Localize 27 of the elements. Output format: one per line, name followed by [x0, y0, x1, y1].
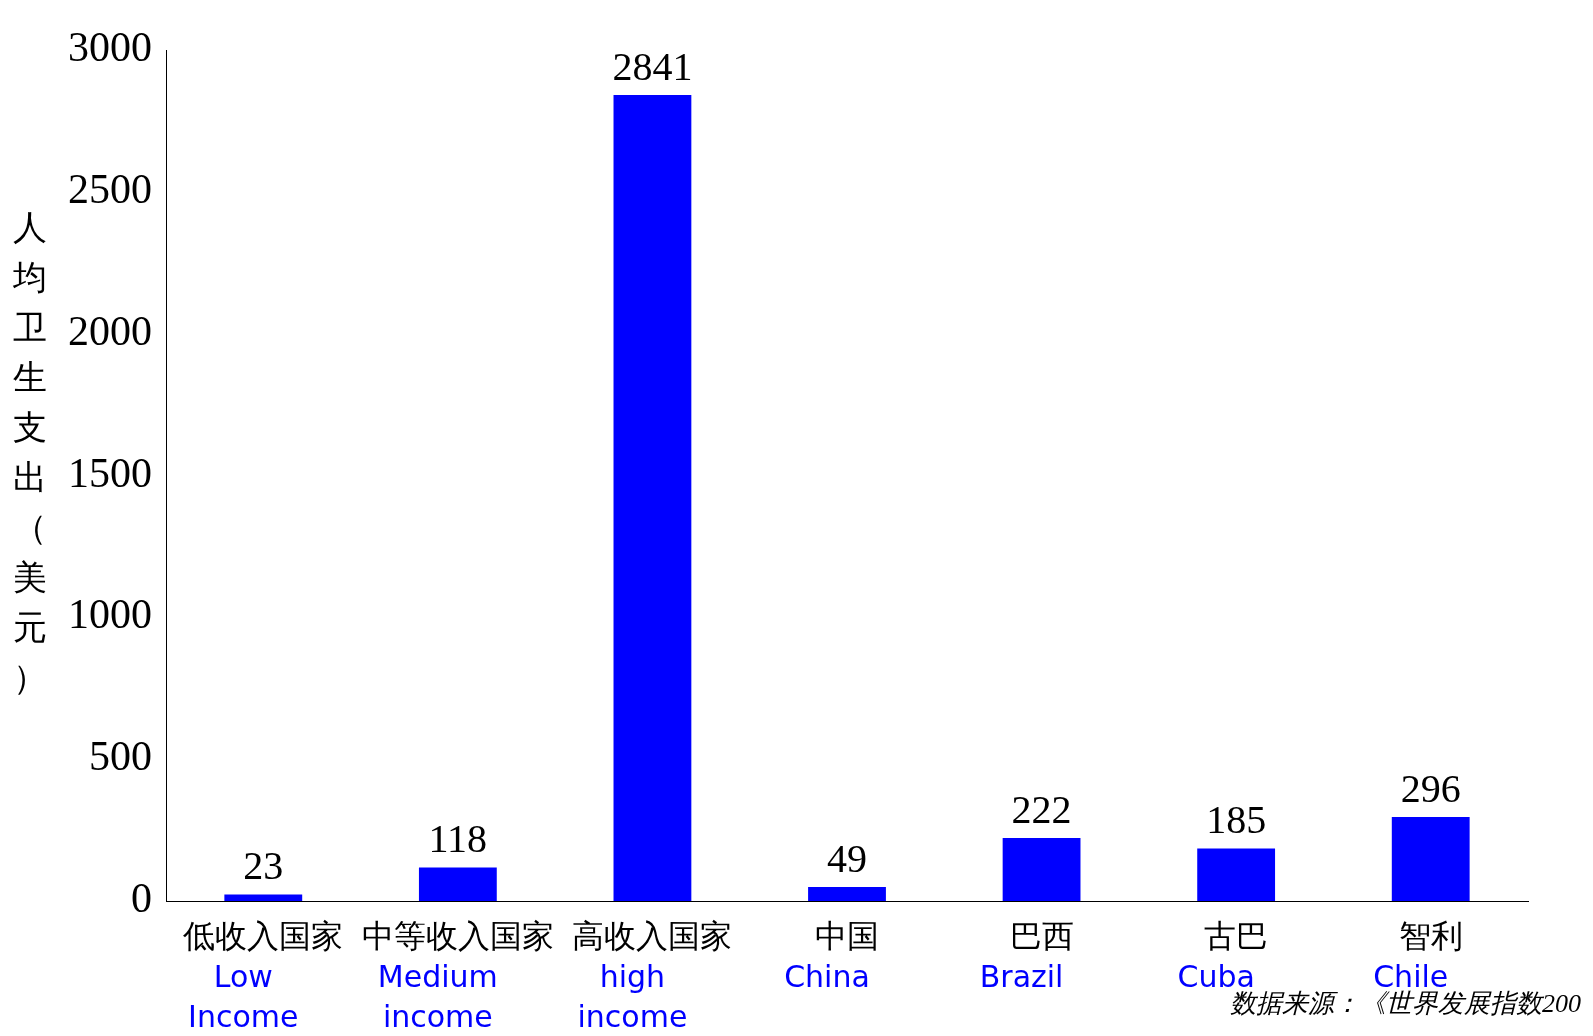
data-label: 222: [1011, 786, 1072, 832]
bar: [1391, 817, 1470, 901]
y-tick-label: 2500: [68, 165, 152, 212]
y-tick-label: 2000: [68, 307, 152, 354]
bar: [418, 867, 497, 901]
y-tick-label: 3000: [68, 24, 152, 71]
data-label: 118: [428, 816, 488, 862]
y-tick-label: 1500: [68, 449, 152, 496]
y-tick-label: 1000: [68, 591, 152, 638]
y-tick-label: 0: [131, 875, 152, 922]
data-label: 296: [1400, 765, 1461, 811]
bar: [613, 95, 692, 901]
data-label: 2841: [612, 43, 693, 89]
data-label: 185: [1206, 797, 1267, 843]
x-tick-label: 低收入国家 Low Income: [183, 918, 344, 1034]
bar: [808, 887, 886, 901]
data-label: 49: [827, 835, 867, 881]
bar: [224, 894, 303, 901]
bar: [1002, 838, 1081, 901]
x-tick-label: 高收入国家 high income: [572, 918, 733, 1034]
data-label: 23: [243, 842, 284, 888]
x-tick-label: 中等收入国家 Medium income: [361, 918, 554, 1034]
y-tick-label: 500: [89, 733, 152, 780]
x-tick-label: 巴西 Brazil: [979, 918, 1074, 994]
text: 人均卫生支出（美元）: [13, 209, 47, 697]
bar: [1197, 848, 1276, 901]
x-tick-label: 中国 China: [784, 918, 879, 994]
